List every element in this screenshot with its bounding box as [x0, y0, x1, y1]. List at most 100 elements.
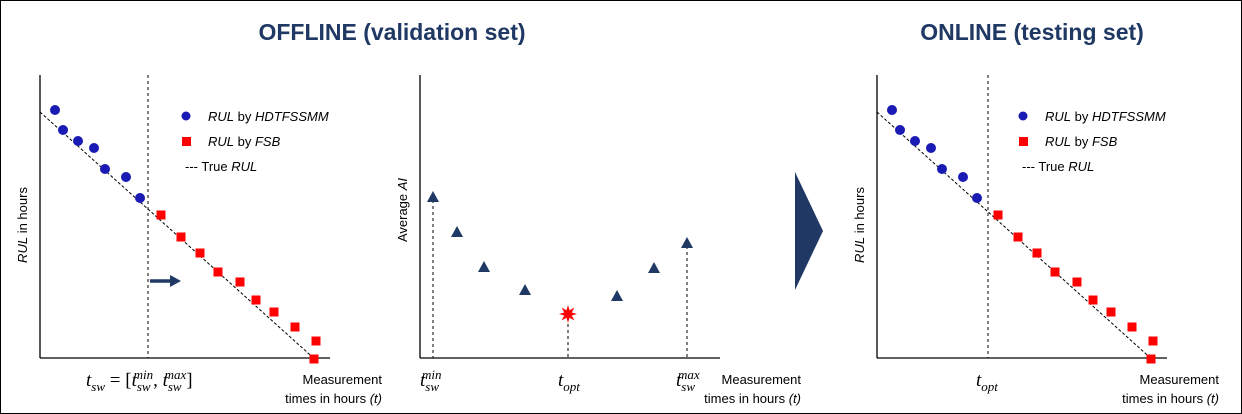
math-label: topt	[976, 370, 998, 394]
math-part: sw	[681, 379, 695, 394]
hdtfssmm-point	[89, 143, 99, 153]
math-part: t	[558, 370, 564, 391]
y-axis-label-var: RUL	[852, 237, 867, 263]
legend-entry: --- True RUL	[1022, 159, 1094, 174]
hdtfssmm-point	[100, 164, 110, 174]
legend-var: RUL	[1045, 134, 1071, 149]
legend-entry: RUL by HDTFSSMM	[1045, 109, 1166, 124]
fsb-point	[1050, 267, 1060, 277]
x-axis-label: times in hours (t)	[704, 391, 801, 406]
math-part: opt	[981, 379, 998, 394]
legend-var: RUL	[1068, 159, 1094, 174]
y-axis-label-var: RUL	[15, 237, 30, 263]
legend-marker	[182, 137, 191, 146]
legend-text: --- True	[185, 159, 231, 174]
fsb-point	[1127, 322, 1137, 332]
legend-method: HDTFSSMM	[1092, 109, 1166, 124]
x-axis-label: times in hours (t)	[285, 391, 382, 406]
fsb-point	[269, 307, 279, 317]
x-axis-label-var: (t)	[1207, 391, 1219, 406]
y-axis-label-text: Average	[395, 190, 410, 242]
legend-var: RUL	[208, 109, 234, 124]
legend-text: by	[234, 134, 255, 149]
legend-marker	[181, 111, 191, 121]
optimum-point	[559, 305, 577, 323]
ai-point	[451, 226, 463, 237]
x-axis-label-text: times in hours	[1122, 391, 1207, 406]
ai-point	[648, 262, 660, 273]
legend-var: RUL	[208, 134, 234, 149]
x-axis-label-text: times in hours	[704, 391, 789, 406]
math-part: min	[134, 367, 154, 382]
legend-method: FSB	[255, 134, 281, 149]
fsb-point	[290, 322, 300, 332]
x-axis-label: Measurement	[1140, 372, 1220, 387]
math-label: topt	[558, 370, 580, 394]
math-part: min	[422, 367, 442, 382]
hdtfssmm-point	[972, 193, 982, 203]
online-title: ONLINE (testing set)	[920, 19, 1144, 45]
fsb-point	[251, 295, 261, 305]
math-part: sw	[425, 379, 439, 394]
hdtfssmm-point	[50, 105, 60, 115]
x-axis-label: Measurement	[303, 372, 383, 387]
fsb-point	[1146, 354, 1156, 364]
hdtfssmm-point	[887, 105, 897, 115]
hdtfssmm-point	[58, 125, 68, 135]
hdtfssmm-point	[135, 193, 145, 203]
fsb-point	[1072, 277, 1082, 287]
ai-point	[681, 237, 693, 248]
math-label: tsw = [tswmin, tswmax]	[86, 367, 193, 394]
math-part: t	[976, 370, 982, 391]
fsb-point	[993, 210, 1003, 220]
shift-arrow-head	[170, 275, 181, 287]
ai-point	[519, 284, 531, 295]
y-axis-label-text: in hours	[852, 187, 867, 237]
legend-entry: RUL by FSB	[1045, 134, 1118, 149]
legend-entry: RUL by HDTFSSMM	[208, 109, 329, 124]
fsb-point	[1013, 232, 1023, 242]
math-part: t	[420, 370, 426, 391]
math-part: = [	[105, 370, 132, 391]
flow-arrow	[795, 172, 823, 290]
math-part: max	[165, 367, 187, 382]
legend-method: FSB	[1092, 134, 1118, 149]
math-part: sw	[91, 379, 105, 394]
math-part: ]	[186, 370, 192, 391]
fsb-point	[235, 277, 245, 287]
y-axis-label: RUL in hours	[852, 187, 867, 263]
hdtfssmm-point	[895, 125, 905, 135]
legend-entry: RUL by FSB	[208, 134, 281, 149]
math-part: opt	[563, 379, 580, 394]
hdtfssmm-point	[121, 172, 131, 182]
x-axis-label-var: (t)	[370, 391, 382, 406]
ai-point	[427, 191, 439, 202]
y-axis-label: Average AI	[395, 178, 410, 242]
hdtfssmm-point	[937, 164, 947, 174]
legend-marker	[1019, 137, 1028, 146]
legend-text: by	[1071, 109, 1092, 124]
math-part: t	[163, 370, 169, 391]
y-axis-label-text: in hours	[15, 187, 30, 237]
fsb-point	[1106, 307, 1116, 317]
fsb-point	[1148, 336, 1158, 346]
math-label: tswmin	[420, 367, 442, 394]
x-axis-label-text: times in hours	[285, 391, 370, 406]
fsb-point	[311, 336, 321, 346]
fsb-point	[309, 354, 319, 364]
math-part: t	[676, 370, 682, 391]
legend-marker	[1018, 111, 1028, 121]
fsb-point	[1032, 248, 1042, 258]
math-part: sw	[168, 379, 182, 394]
math-label: tswmax	[676, 367, 700, 394]
legend-text: by	[1071, 134, 1092, 149]
legend-var: RUL	[1045, 109, 1071, 124]
math-part: ,	[153, 370, 163, 391]
math-part: max	[678, 367, 700, 382]
fsb-point	[213, 267, 223, 277]
fsb-point	[176, 232, 186, 242]
fsb-point	[1088, 295, 1098, 305]
x-axis-label: Measurement	[722, 372, 802, 387]
ai-point	[611, 290, 623, 301]
hdtfssmm-point	[73, 136, 83, 146]
